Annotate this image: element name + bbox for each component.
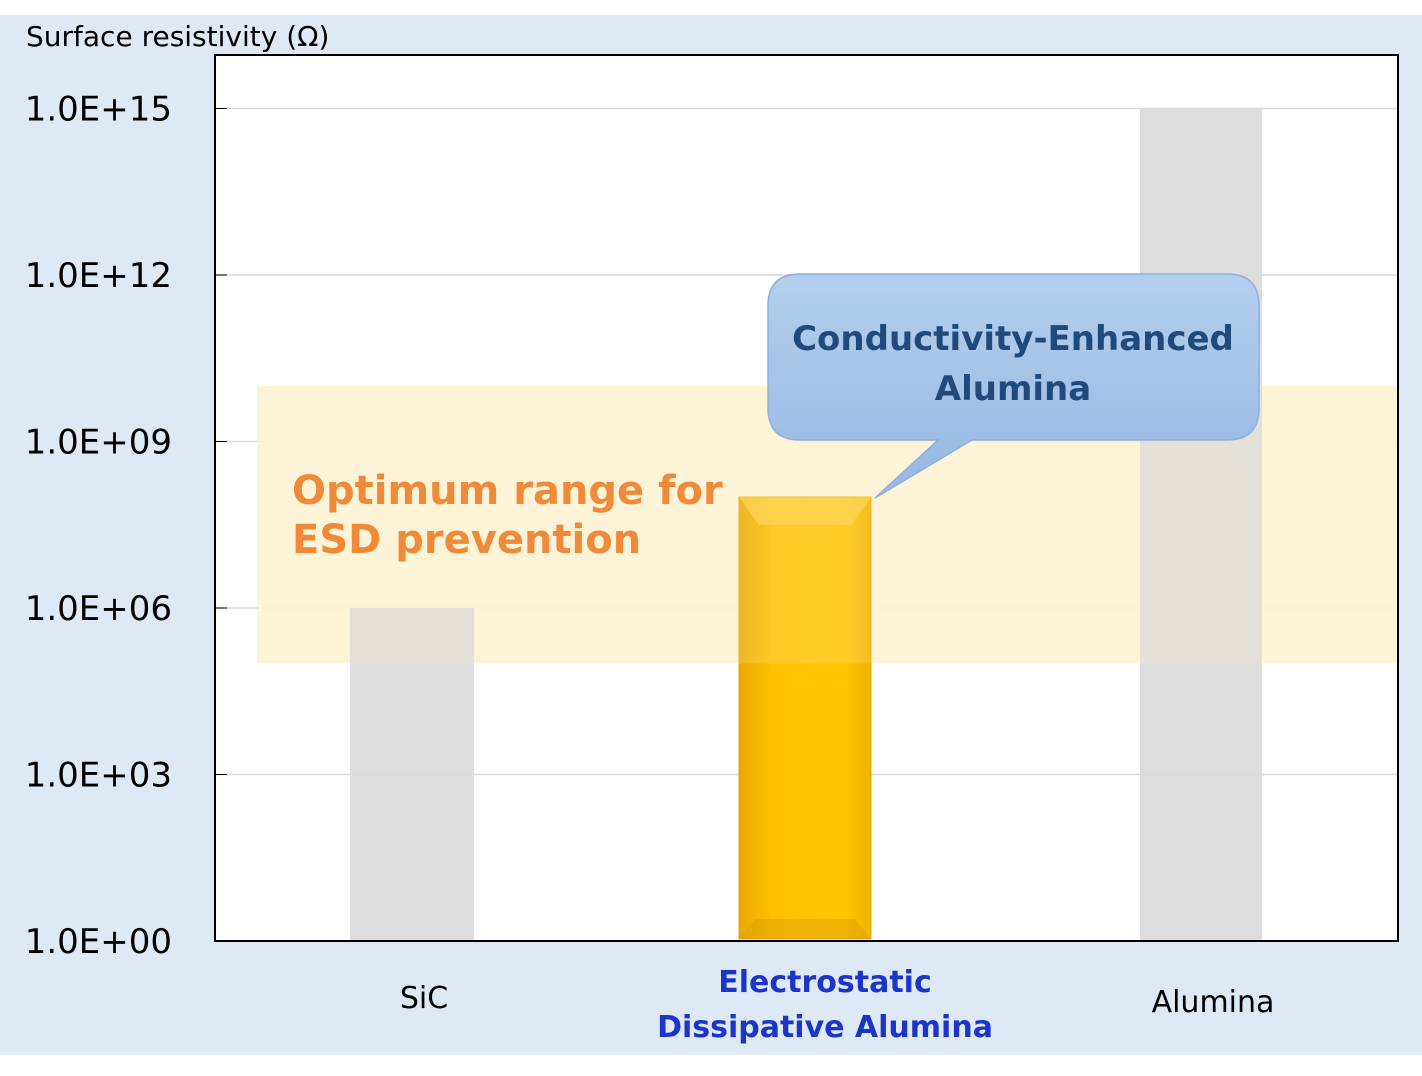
x-category-label: Dissipative Alumina	[657, 1010, 993, 1045]
band-label-line-2: ESD prevention	[292, 517, 641, 563]
bar-bevel-bottom	[739, 919, 871, 939]
x-category-label: SiC	[400, 981, 448, 1016]
callout-line-1: Conductivity-Enhanced	[792, 319, 1234, 359]
callout-bubble: Conductivity-Enhanced Alumina	[767, 273, 1260, 499]
y-tick-label: 1.0E+06	[25, 589, 172, 629]
plot-frame	[214, 54, 1399, 942]
y-tick-label: 1.0E+12	[25, 256, 172, 296]
bar-electrostatic-dissipative-alumina	[738, 496, 872, 940]
band-label-line-1: Optimum range for	[292, 468, 723, 514]
y-tick-label: 1.0E+03	[25, 756, 172, 796]
bar-bevel-top	[739, 497, 871, 525]
y-axis-ticks: 1.0E+00 1.0E+03 1.0E+06 1.0E+09 1.0E+12 1.0E+…	[25, 90, 227, 962]
y-tick-label: 1.0E+15	[25, 90, 172, 130]
x-axis-categories: SiC Electrostatic Dissipative Alumina Alumi…	[400, 965, 1275, 1045]
callout-shape	[767, 273, 1260, 499]
x-category-label: Alumina	[1152, 985, 1275, 1020]
callout-line-2: Alumina	[935, 369, 1091, 409]
y-axis-label: Surface resistivity (Ω)	[26, 20, 329, 53]
x-category-label: Electrostatic	[718, 965, 932, 1000]
bar-alumina	[1140, 108, 1262, 941]
y-tick-label: 1.0E+09	[25, 423, 172, 463]
y-tick-label: 1.0E+00	[25, 922, 172, 962]
bar-sic	[350, 608, 474, 941]
band-label: Optimum range for ESD prevention	[292, 468, 723, 563]
